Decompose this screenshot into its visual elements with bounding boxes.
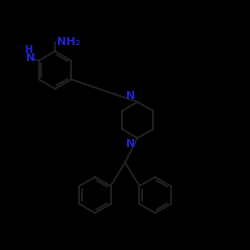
Text: N: N xyxy=(126,139,136,149)
Text: H: H xyxy=(24,44,32,55)
Text: N: N xyxy=(26,53,36,62)
Text: N: N xyxy=(126,91,136,101)
Text: NH₂: NH₂ xyxy=(57,37,80,47)
